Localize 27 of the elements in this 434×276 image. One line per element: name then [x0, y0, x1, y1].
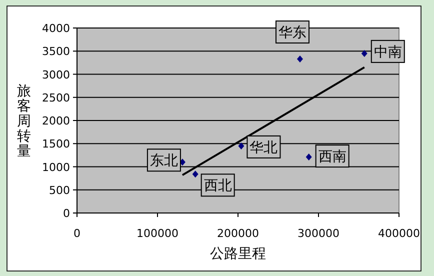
y-tick-label: 2000	[42, 114, 70, 128]
annotation: 西南	[318, 149, 346, 166]
x-tick-label: 0	[74, 227, 80, 240]
annotation: 东北	[150, 153, 178, 170]
y-tick-label: 4000	[42, 22, 70, 35]
point	[361, 50, 368, 57]
point	[296, 55, 303, 62]
y-tick-label: 1000	[42, 160, 70, 174]
x-tick-label: 100000	[136, 227, 178, 240]
y-tick-label: 500	[49, 184, 70, 197]
y-tick-label: 2500	[42, 91, 70, 104]
annotation: 华东	[278, 24, 306, 41]
y-tick-label: 0	[63, 207, 70, 220]
x-tick-label: 300000	[298, 227, 340, 240]
x-tick-label: 400000	[378, 227, 420, 240]
y-axis-title: 旅客周转量	[17, 84, 31, 160]
annotation: 华北	[250, 140, 278, 156]
x-axis-title: 公路里程	[210, 246, 266, 262]
point	[192, 170, 198, 178]
y-tick-label: 3500	[42, 45, 70, 58]
y-tick-label: 3000	[42, 68, 70, 82]
x-tick-label: 200000	[217, 227, 259, 240]
y-tick-label: 1500	[42, 138, 70, 151]
point	[238, 142, 244, 150]
annotation: 中南	[374, 44, 402, 60]
point	[306, 154, 312, 161]
annotation: 西北	[204, 178, 232, 194]
